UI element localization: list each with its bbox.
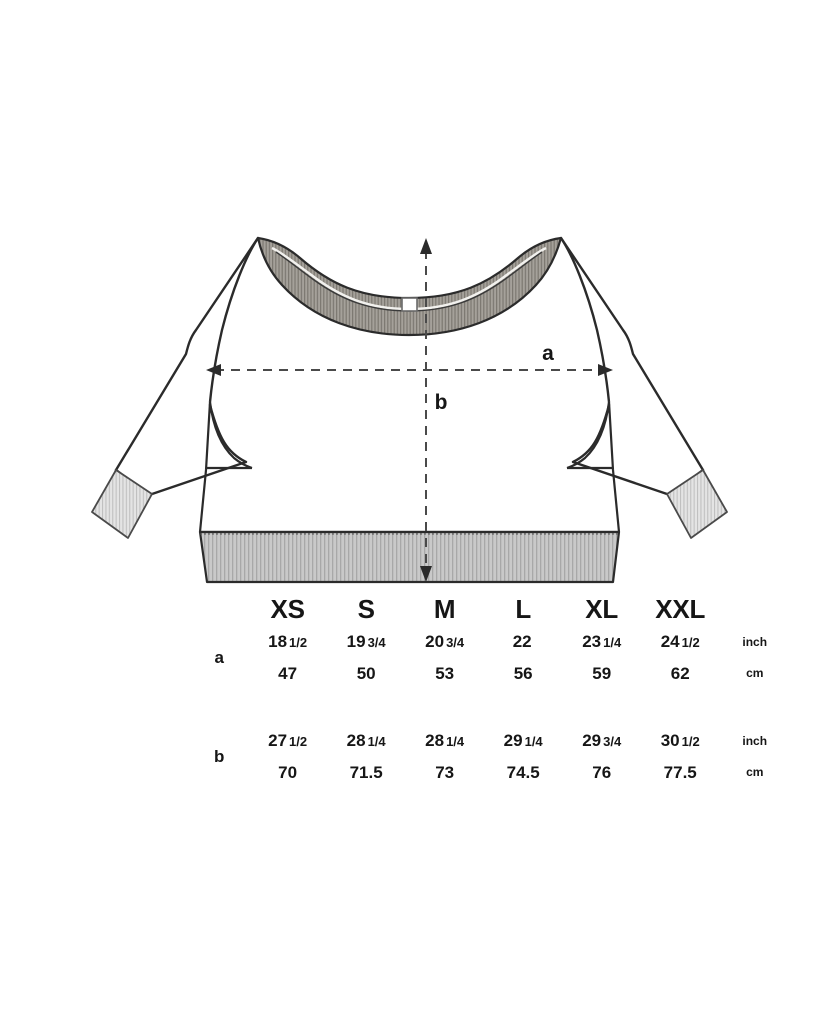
cell-a-cm-xs: 47	[278, 664, 298, 683]
row-label-a: a	[214, 647, 224, 667]
value-whole: 19	[346, 632, 366, 651]
bottom-hem-rib	[198, 530, 621, 584]
value-fraction: 1/4	[603, 635, 622, 650]
value-whole: 28	[425, 731, 445, 750]
value-whole: 29	[582, 731, 602, 750]
dimension-b-label: b	[435, 391, 448, 414]
value-whole: 29	[503, 731, 523, 750]
cell-a-cm-s: 50	[356, 664, 376, 683]
value-whole: 30	[660, 731, 680, 750]
value-whole: 28	[346, 731, 366, 750]
value-whole: 23	[582, 632, 602, 651]
value-whole: 24	[660, 632, 680, 651]
dimension-a-arrow-right	[598, 364, 613, 376]
cell-b-inch-xs: 27 1/2	[248, 725, 327, 757]
size-header-l: L	[515, 594, 532, 624]
cell-b-cm-m: 73	[435, 763, 455, 782]
cell-a-cm-l: 56	[513, 664, 533, 683]
sweatshirt-body	[91, 236, 728, 539]
cell-a-inch-xxl: 24 1/2	[641, 626, 720, 658]
value-fraction: 1/2	[289, 635, 308, 650]
left-side-seam	[198, 401, 212, 533]
cell-a-cm-xxl: 62	[670, 664, 690, 683]
value-fraction: 1/2	[681, 635, 700, 650]
right-armhole-seam	[566, 401, 611, 470]
size-header-xxl: XXL	[655, 594, 706, 624]
size-header-xl: XL	[585, 594, 619, 624]
dimension-b-arrow-bottom	[420, 566, 432, 582]
value-fraction	[532, 635, 534, 650]
cell-a-inch-s: 19 3/4	[327, 626, 406, 658]
dimension-b	[420, 238, 432, 582]
value-fraction: 1/2	[681, 734, 700, 749]
cell-b-inch-l: 29 1/4	[484, 725, 563, 757]
left-cuff	[91, 469, 153, 539]
right-side-seam	[607, 401, 621, 533]
cell-b-inch-s: 28 1/4	[327, 725, 406, 757]
value-fraction: 1/4	[446, 734, 465, 749]
left-sleeve-top-seam	[114, 236, 260, 472]
size-header-s: S	[357, 594, 375, 624]
garment-illustration: a b	[0, 180, 819, 590]
cell-a-inch-xs: 18 1/2	[248, 626, 327, 658]
dimension-a-label: a	[542, 342, 554, 365]
row-label-b: b	[213, 746, 225, 766]
cell-a-inch-m: 20 3/4	[405, 626, 484, 658]
dimension-a	[206, 364, 613, 376]
cell-a-cm-m: 53	[435, 664, 455, 683]
cell-b-cm-s: 71.5	[349, 763, 383, 782]
dimension-a-arrow-left	[206, 364, 221, 376]
header-unit-spacer	[719, 592, 790, 626]
cell-a-inch-l: 22	[484, 626, 563, 658]
table-row: b 27 1/2 28 1/4 28 1/4 29 1/4 29 3/4	[190, 725, 790, 766]
right-sleeve-top-seam	[559, 236, 705, 472]
cell-a-inch-xl: 23 1/4	[562, 626, 641, 658]
value-fraction: 1/2	[289, 734, 308, 749]
cell-b-cm-l: 74.5	[506, 763, 540, 782]
table-row: 47 50 53 56 59 62 cm	[190, 658, 790, 689]
right-sleeve-under-seam	[571, 403, 669, 496]
table-row: 70 71.5 73 74.5 76 77.5 cm	[190, 757, 790, 788]
unit-label-inch: inch	[742, 634, 768, 649]
unit-label-cm: cm	[746, 765, 764, 779]
unit-label-inch: inch	[742, 733, 768, 748]
left-shoulder-seam	[208, 237, 259, 403]
value-fraction: 1/4	[367, 734, 386, 749]
dimension-b-arrow-top	[420, 238, 432, 254]
right-shoulder-seam	[560, 237, 611, 403]
cell-a-cm-xl: 59	[592, 664, 612, 683]
cell-b-cm-xxl: 77.5	[663, 763, 697, 782]
table-header-row: XS S M L XL XXL	[190, 592, 790, 626]
value-whole: 27	[268, 731, 288, 750]
cell-b-inch-m: 28 1/4	[405, 725, 484, 757]
size-measurement-table: XS S M L XL XXL a 18 1/2 19 3/4	[0, 592, 819, 788]
collar-rib	[256, 236, 563, 337]
table-row: a 18 1/2 19 3/4 20 3/4 22 23 1/4	[190, 626, 790, 667]
cell-b-cm-xl: 76	[592, 763, 612, 782]
cell-b-cm-xs: 70	[278, 763, 298, 782]
header-spacer	[190, 592, 248, 626]
value-whole: 20	[425, 632, 445, 651]
left-armhole-seam	[208, 401, 253, 470]
value-fraction: 3/4	[603, 734, 622, 749]
neck-label-tag	[401, 297, 418, 312]
sweatshirt-drawing: a b	[91, 236, 728, 584]
value-whole: 18	[268, 632, 288, 651]
right-cuff	[666, 469, 728, 539]
cell-b-inch-xxl: 30 1/2	[641, 725, 720, 757]
value-fraction: 3/4	[367, 635, 386, 650]
measurements-table: XS S M L XL XXL a 18 1/2 19 3/4	[190, 592, 790, 788]
cell-b-inch-xl: 29 3/4	[562, 725, 641, 757]
table-group-spacer	[190, 689, 790, 725]
unit-label-cm: cm	[746, 666, 764, 680]
value-fraction: 3/4	[446, 635, 465, 650]
size-header-xs: XS	[270, 594, 305, 624]
value-fraction: 1/4	[524, 734, 543, 749]
value-whole: 22	[512, 632, 532, 651]
size-header-m: M	[433, 594, 456, 624]
